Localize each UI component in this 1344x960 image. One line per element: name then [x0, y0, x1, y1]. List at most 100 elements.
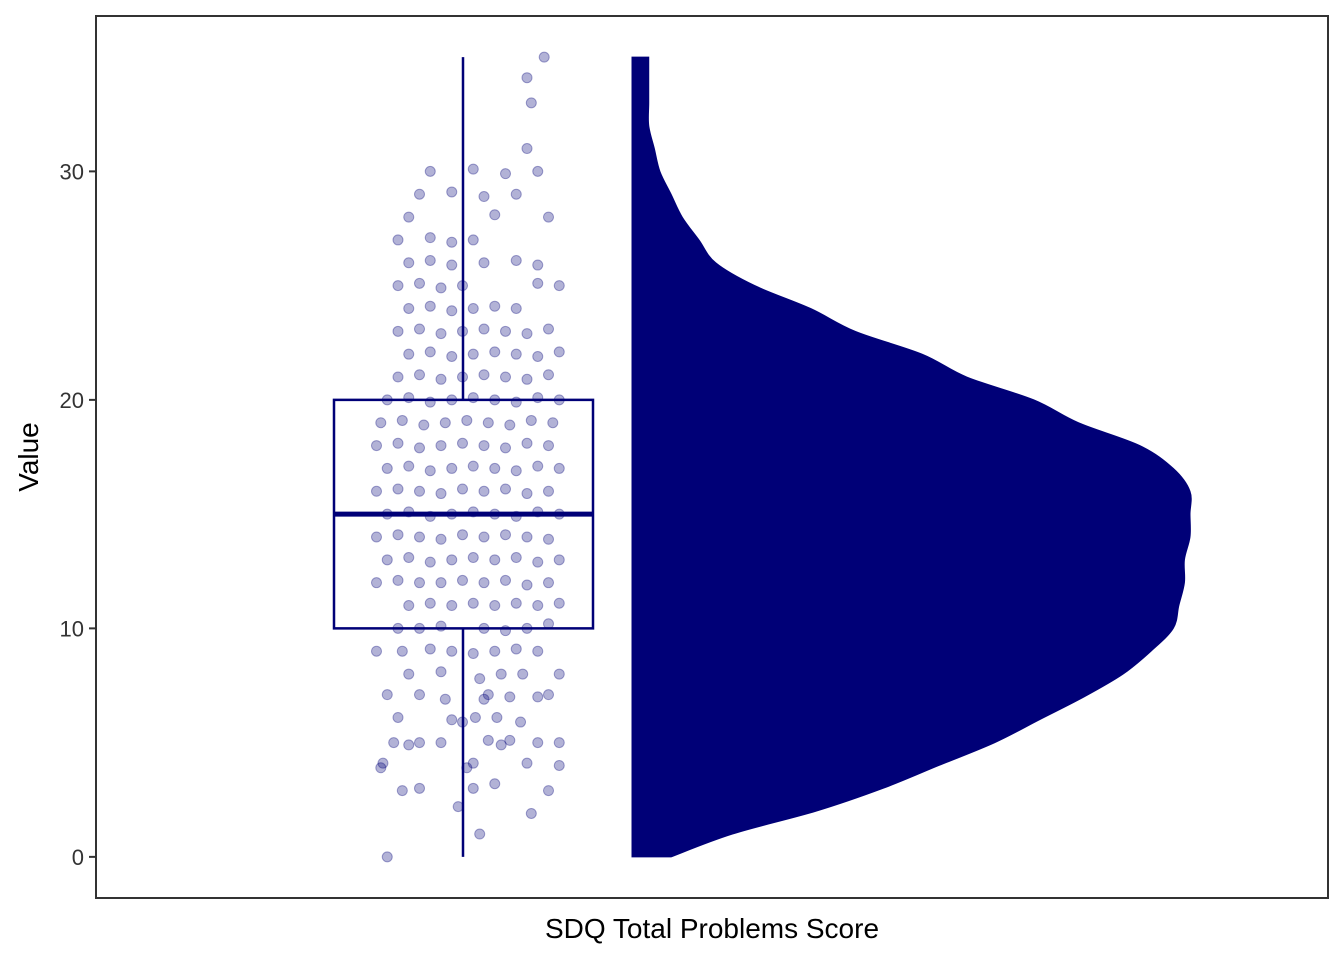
data-point — [510, 552, 522, 564]
data-point — [543, 485, 554, 497]
data-point — [532, 645, 544, 657]
data-point — [424, 597, 436, 609]
data-point — [414, 531, 425, 543]
data-point — [414, 782, 425, 794]
data-point — [424, 300, 436, 312]
data-point — [521, 757, 533, 769]
data-point — [435, 373, 447, 385]
data-point — [543, 211, 554, 223]
data-point — [457, 483, 468, 495]
data-point — [510, 643, 522, 655]
data-point — [510, 188, 522, 200]
data-point — [521, 72, 533, 84]
data-point — [424, 346, 436, 358]
data-point — [543, 323, 554, 335]
data-point — [414, 442, 425, 454]
data-point — [439, 417, 451, 429]
y-tick-label: 10 — [60, 616, 84, 641]
data-point — [403, 302, 415, 314]
data-point — [521, 328, 533, 340]
data-point — [452, 801, 464, 813]
data-point — [489, 346, 501, 358]
data-point — [467, 552, 479, 564]
data-point — [375, 417, 387, 429]
data-point — [392, 711, 404, 723]
data-point — [414, 577, 425, 589]
data-point — [392, 325, 404, 337]
data-point — [478, 191, 490, 203]
data-point — [474, 673, 486, 685]
data-point — [532, 737, 544, 749]
data-point — [435, 440, 447, 452]
data-point — [491, 711, 503, 723]
data-point — [553, 280, 565, 292]
data-point — [446, 645, 458, 657]
data-point — [467, 757, 479, 769]
data-point — [435, 577, 447, 589]
data-point — [510, 348, 522, 360]
data-point — [396, 785, 408, 797]
data-point — [446, 600, 458, 612]
y-tick-label: 0 — [72, 845, 84, 870]
data-point — [478, 257, 490, 269]
data-point — [474, 828, 486, 840]
data-point — [467, 597, 479, 609]
data-point — [403, 348, 415, 360]
data-point — [510, 597, 522, 609]
data-point — [381, 689, 393, 701]
data-point — [538, 51, 550, 63]
data-point — [467, 163, 479, 175]
data-point — [489, 778, 501, 790]
data-point — [392, 529, 404, 541]
data-point — [532, 600, 544, 612]
data-point — [371, 485, 382, 497]
data-point — [381, 554, 393, 566]
data-point — [467, 782, 479, 794]
data-point — [543, 533, 554, 545]
data-point — [424, 165, 436, 177]
data-point — [543, 785, 554, 797]
data-point — [517, 668, 529, 680]
data-point — [467, 234, 479, 246]
data-point — [543, 689, 554, 701]
data-point — [467, 348, 479, 360]
data-point — [446, 714, 458, 726]
data-point — [543, 369, 554, 381]
data-point — [457, 529, 468, 541]
data-point — [478, 531, 490, 543]
data-point — [414, 737, 425, 749]
data-point — [500, 529, 511, 541]
data-point — [489, 600, 501, 612]
data-point — [467, 648, 479, 660]
data-point — [489, 209, 501, 221]
data-point — [414, 485, 425, 497]
data-point — [396, 645, 408, 657]
data-point — [500, 442, 511, 454]
data-point — [424, 556, 436, 568]
data-point — [377, 757, 389, 769]
data-point — [553, 668, 565, 680]
data-point — [396, 414, 408, 426]
data-point — [500, 168, 511, 180]
y-axis-title: Value — [13, 422, 44, 492]
data-point — [478, 440, 490, 452]
density-shape — [631, 56, 1192, 858]
data-point — [435, 533, 447, 545]
data-point — [457, 574, 468, 586]
data-point — [553, 554, 565, 566]
data-point — [500, 574, 511, 586]
data-point — [489, 300, 501, 312]
data-point — [510, 465, 522, 477]
data-point — [446, 305, 458, 317]
data-point — [414, 277, 425, 289]
data-point — [446, 236, 458, 248]
data-point — [521, 531, 533, 543]
data-point — [504, 419, 516, 431]
data-point — [392, 574, 404, 586]
data-point — [371, 577, 382, 589]
data-point — [371, 440, 382, 452]
data-point — [446, 350, 458, 362]
data-point — [435, 737, 447, 749]
data-point — [403, 739, 415, 751]
data-point — [435, 282, 447, 294]
